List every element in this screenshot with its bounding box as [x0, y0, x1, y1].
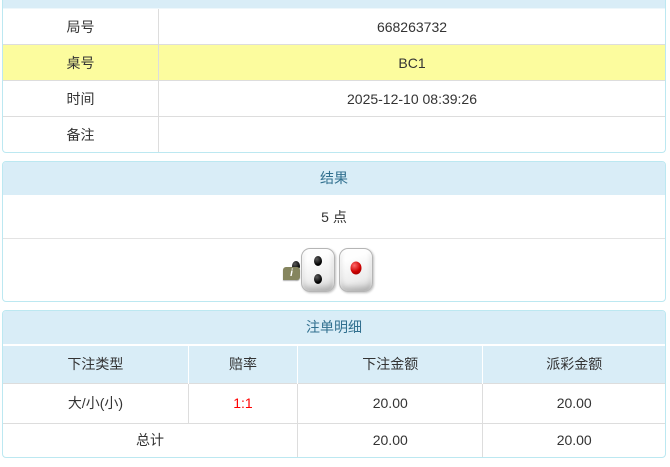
result-panel-title: 结果 [3, 162, 665, 195]
game-info-panel-header [3, 0, 665, 8]
game-number-value: 668263732 [376, 18, 448, 35]
bet-row: 大/小(小) 1:1 20.00 20.00 [3, 382, 665, 423]
bet-details-title: 注单明细 [3, 311, 665, 344]
game-info-panel: 局号 668263732 桌号 BC1 时间 2025-12-10 08:39:… [2, 0, 666, 153]
col-header-bet-type: 下注类型 [3, 344, 189, 383]
result-points: 5 点 [3, 195, 665, 239]
die-pip [350, 261, 362, 275]
dice-row: i [3, 239, 665, 301]
col-header-odds: 赔率 [187, 344, 298, 383]
payout-amount-cell: 20.00 [482, 382, 665, 423]
die-1-wrap: i [283, 261, 300, 280]
table-number-label: 桌号 [3, 45, 159, 80]
time-label: 时间 [3, 81, 159, 116]
result-panel: 结果 5 点 i [2, 161, 666, 302]
die-pip [292, 261, 300, 272]
time-row: 时间 2025-12-10 08:39:26 [3, 80, 665, 116]
remark-label: 备注 [3, 117, 159, 152]
col-header-payout-amount: 派彩金额 [482, 344, 665, 383]
remark-value [159, 117, 665, 152]
odds-cell: 1:1 [187, 382, 298, 423]
bet-amount-cell: 20.00 [297, 382, 483, 423]
col-header-bet-amount: 下注金额 [297, 344, 483, 383]
time-value: 2025-12-10 08:39:26 [347, 90, 477, 107]
total-label-cell: 总计 [3, 422, 298, 457]
game-number-row: 局号 668263732 [3, 8, 665, 44]
table-number-row: 桌号 BC1 [3, 44, 665, 80]
total-payout-amount-cell: 20.00 [482, 422, 665, 457]
game-number-label: 局号 [3, 9, 159, 44]
total-bet-amount-cell: 20.00 [297, 422, 483, 457]
bet-details-panel: 注单明细 下注类型 赔率 下注金额 派彩金额 大/小(小) 1:1 20.00 … [2, 310, 666, 458]
bets-table: 下注类型 赔率 下注金额 派彩金额 大/小(小) 1:1 20.00 20.00… [3, 344, 665, 457]
info-icon[interactable]: i [283, 267, 300, 280]
table-number-value: BC1 [398, 54, 426, 71]
remark-row: 备注 [3, 116, 665, 152]
bet-type-cell: 大/小(小) [3, 382, 189, 423]
die-2 [301, 248, 335, 292]
die-3 [339, 248, 373, 292]
bets-header-row: 下注类型 赔率 下注金额 派彩金额 [3, 344, 665, 383]
die-pip [314, 274, 322, 285]
total-row: 总计 20.00 20.00 [3, 422, 665, 457]
die-pip [314, 255, 322, 266]
